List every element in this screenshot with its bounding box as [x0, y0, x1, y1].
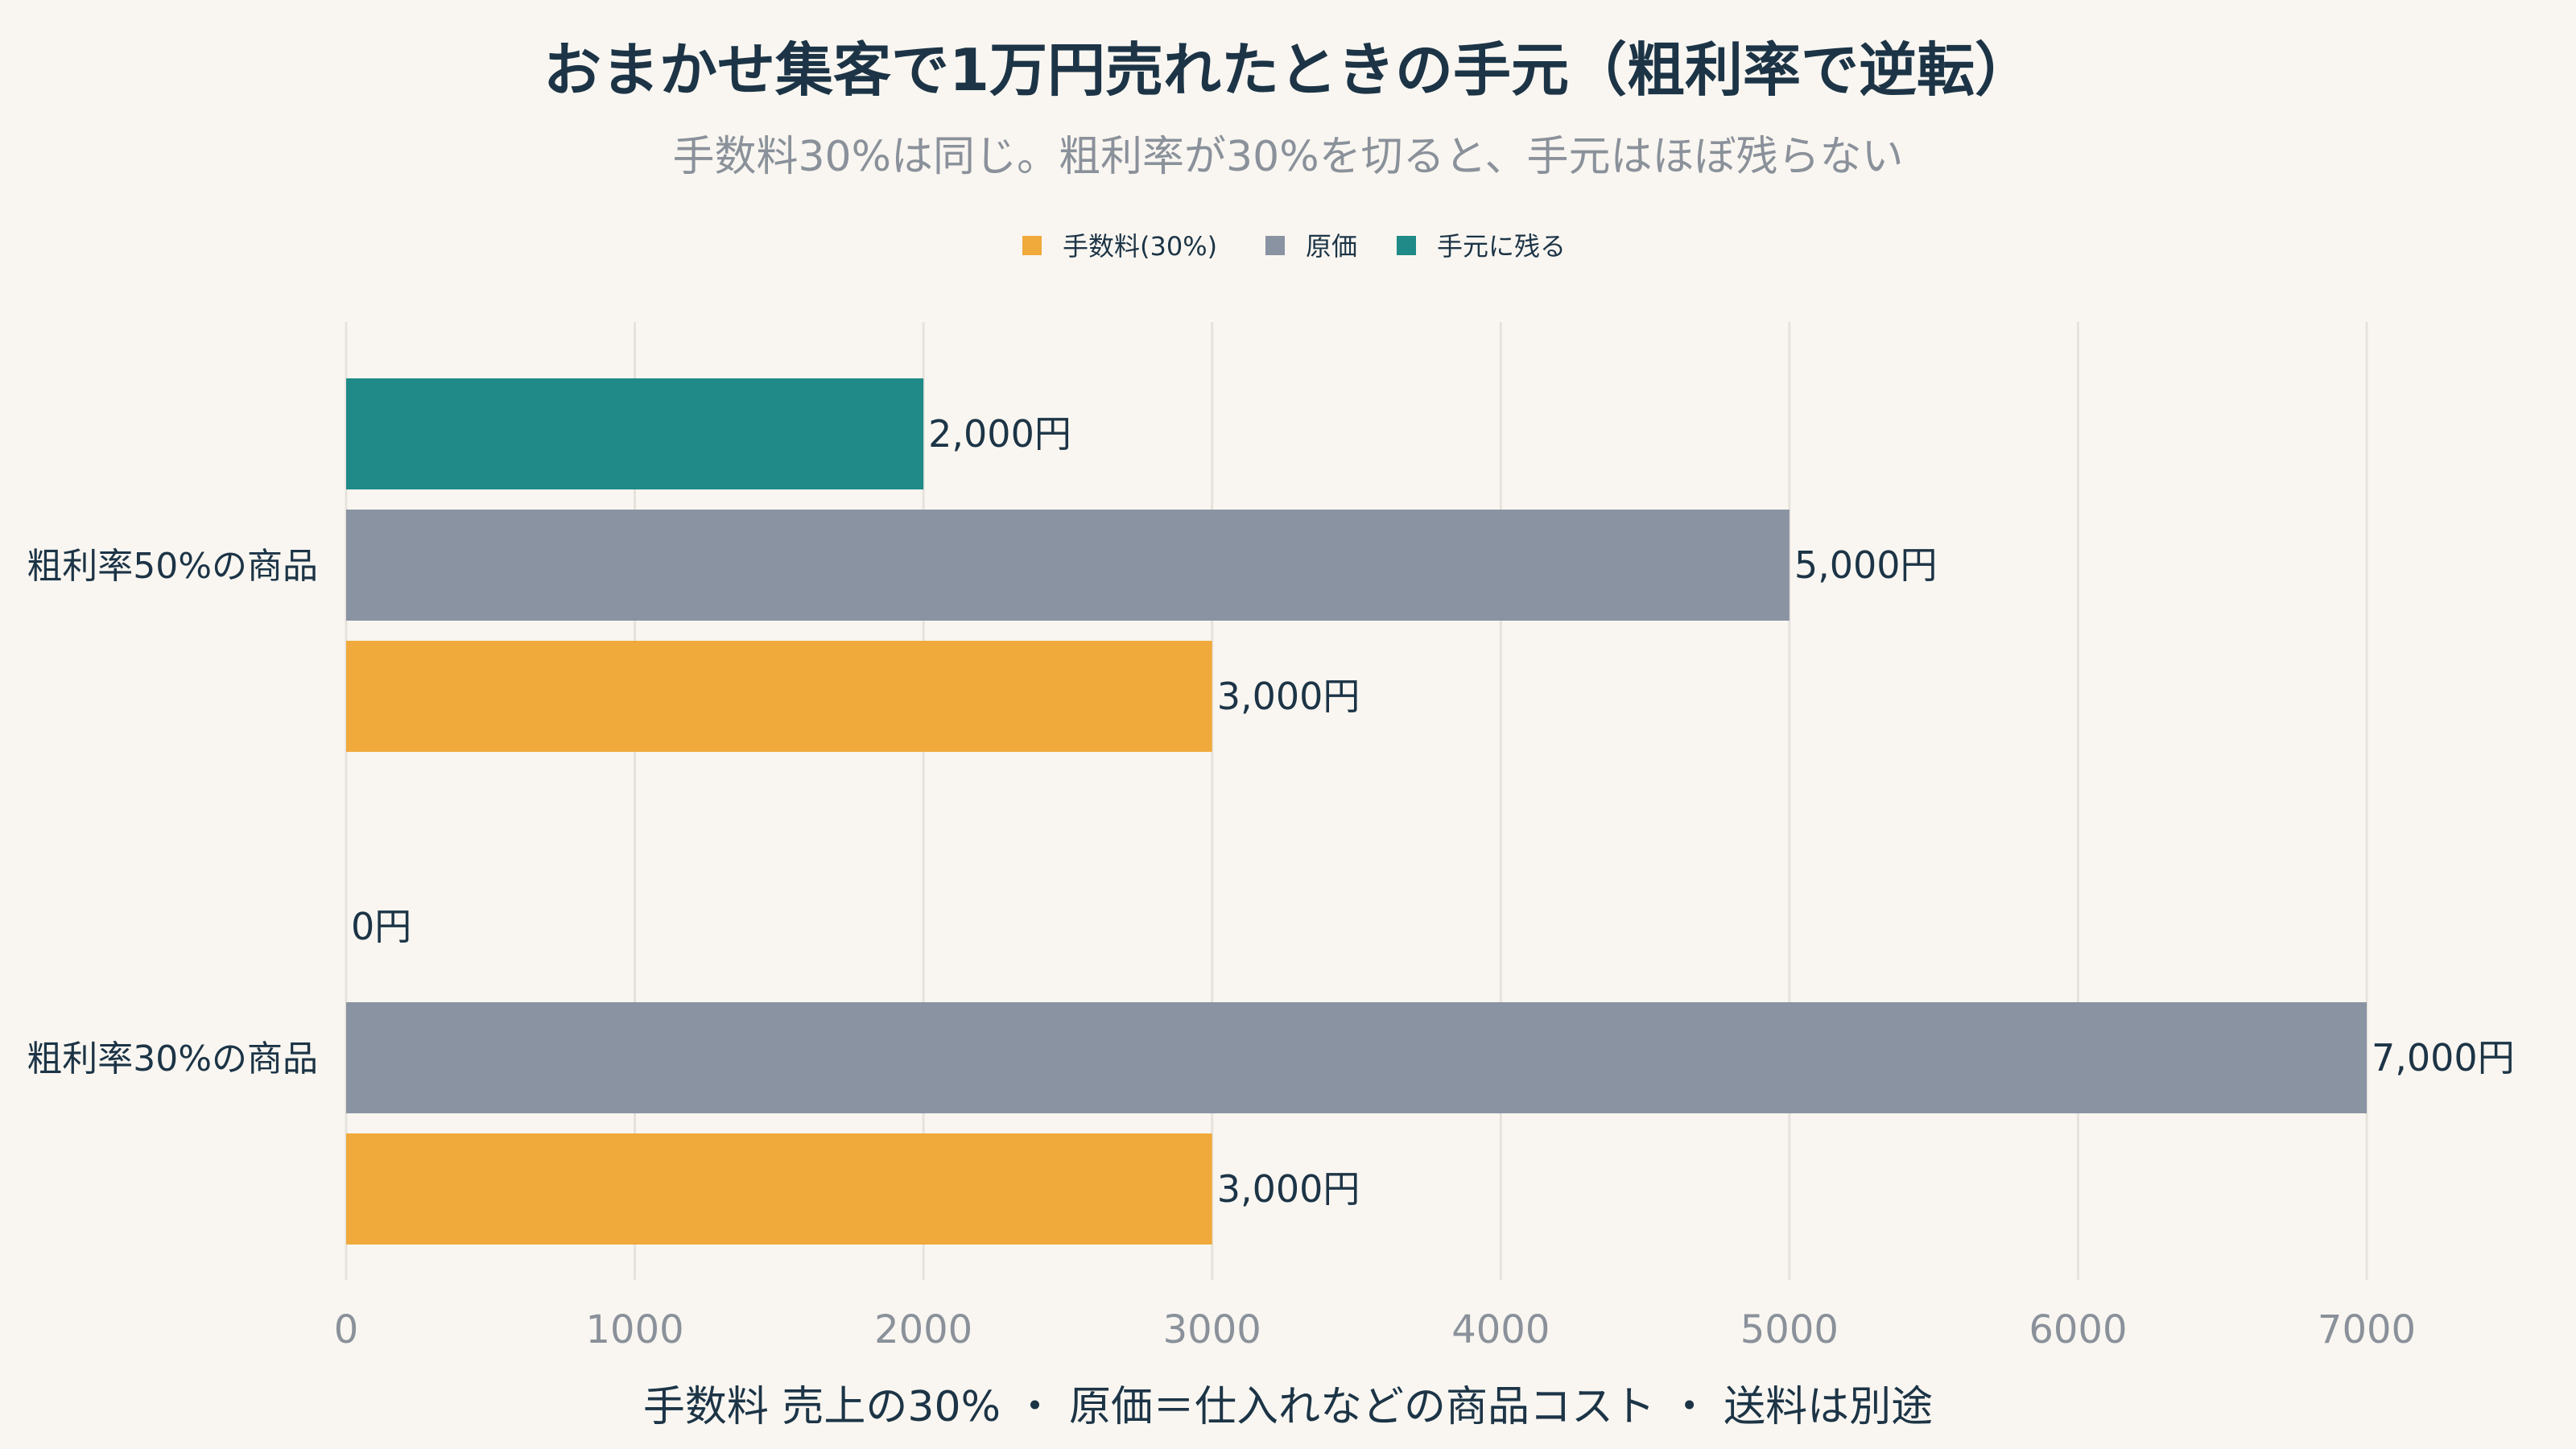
data-label: 0円 — [351, 905, 411, 948]
data-label: 2,000円 — [928, 412, 1071, 456]
legend-swatch — [1022, 236, 1042, 255]
x-tick-label: 1000 — [585, 1307, 683, 1352]
legend-label: 手元に残る — [1437, 231, 1566, 262]
x-tick-label: 2000 — [874, 1307, 972, 1352]
chart-subtitle: 手数料30%は同じ。粗利率が30%を切ると、手元はほぼ残らない — [672, 133, 1903, 181]
legend-swatch — [1265, 236, 1285, 255]
legend-label: 手数料(30%) — [1063, 231, 1217, 262]
x-tick-label: 6000 — [2029, 1307, 2127, 1352]
footnote: 手数料 売上の30% ・ 原価＝仕入れなどの商品コスト ・ 送料は別途 — [643, 1383, 1933, 1431]
chart-title: おまかせ集客で1万円売れたときの手元（粗利率で逆転） — [543, 36, 2033, 104]
x-tick-label: 0 — [334, 1307, 359, 1352]
x-tick-label: 7000 — [2318, 1307, 2416, 1352]
bar — [346, 641, 1212, 752]
data-label: 3,000円 — [1217, 675, 1360, 718]
category-label: 粗利率50%の商品 — [27, 546, 318, 587]
x-tick-label: 3000 — [1163, 1307, 1261, 1352]
bar — [346, 1002, 2367, 1113]
bar — [346, 378, 924, 489]
x-tick-label: 4000 — [1451, 1307, 1550, 1352]
legend: 手数料(30%) 原価 手元に残る — [1022, 231, 1566, 262]
x-tick-labels: 0 1000 2000 3000 4000 5000 6000 7000 — [334, 1307, 2416, 1352]
data-label: 7,000円 — [2372, 1036, 2515, 1080]
legend-swatch — [1397, 236, 1416, 255]
category-label: 粗利率30%の商品 — [27, 1038, 318, 1080]
x-tick-label: 5000 — [1740, 1307, 1839, 1352]
bar — [346, 510, 1790, 621]
data-label: 3,000円 — [1217, 1167, 1360, 1211]
data-label: 5,000円 — [1794, 543, 1938, 587]
legend-label: 原価 — [1306, 231, 1357, 262]
bars: 2,000円 5,000円 3,000円 0円 7,000円 3,000円 — [346, 378, 2515, 1245]
bar — [346, 1133, 1212, 1245]
